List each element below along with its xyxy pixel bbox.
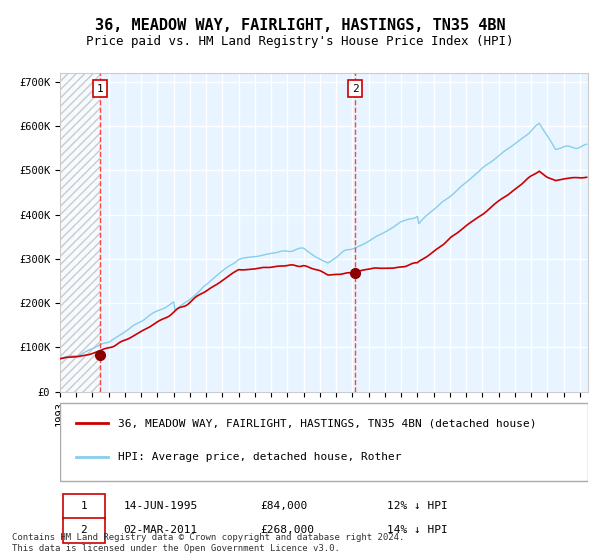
Text: 2: 2	[80, 525, 87, 535]
Text: Price paid vs. HM Land Registry's House Price Index (HPI): Price paid vs. HM Land Registry's House …	[86, 35, 514, 49]
FancyBboxPatch shape	[62, 494, 105, 519]
Text: 02-MAR-2011: 02-MAR-2011	[124, 525, 197, 535]
Text: 14% ↓ HPI: 14% ↓ HPI	[388, 525, 448, 535]
Text: £84,000: £84,000	[260, 501, 308, 511]
FancyBboxPatch shape	[60, 403, 588, 481]
Text: 2: 2	[352, 84, 359, 94]
Text: 36, MEADOW WAY, FAIRLIGHT, HASTINGS, TN35 4BN (detached house): 36, MEADOW WAY, FAIRLIGHT, HASTINGS, TN3…	[118, 418, 536, 428]
Text: Contains HM Land Registry data © Crown copyright and database right 2024.
This d: Contains HM Land Registry data © Crown c…	[12, 533, 404, 553]
Text: £268,000: £268,000	[260, 525, 314, 535]
FancyBboxPatch shape	[62, 517, 105, 543]
Text: 12% ↓ HPI: 12% ↓ HPI	[388, 501, 448, 511]
Text: HPI: Average price, detached house, Rother: HPI: Average price, detached house, Roth…	[118, 452, 401, 462]
Text: 36, MEADOW WAY, FAIRLIGHT, HASTINGS, TN35 4BN: 36, MEADOW WAY, FAIRLIGHT, HASTINGS, TN3…	[95, 18, 505, 32]
Bar	[60, 73, 100, 391]
Text: 14-JUN-1995: 14-JUN-1995	[124, 501, 197, 511]
Text: 1: 1	[97, 84, 103, 94]
Text: 1: 1	[80, 501, 87, 511]
Bar	[60, 73, 100, 391]
